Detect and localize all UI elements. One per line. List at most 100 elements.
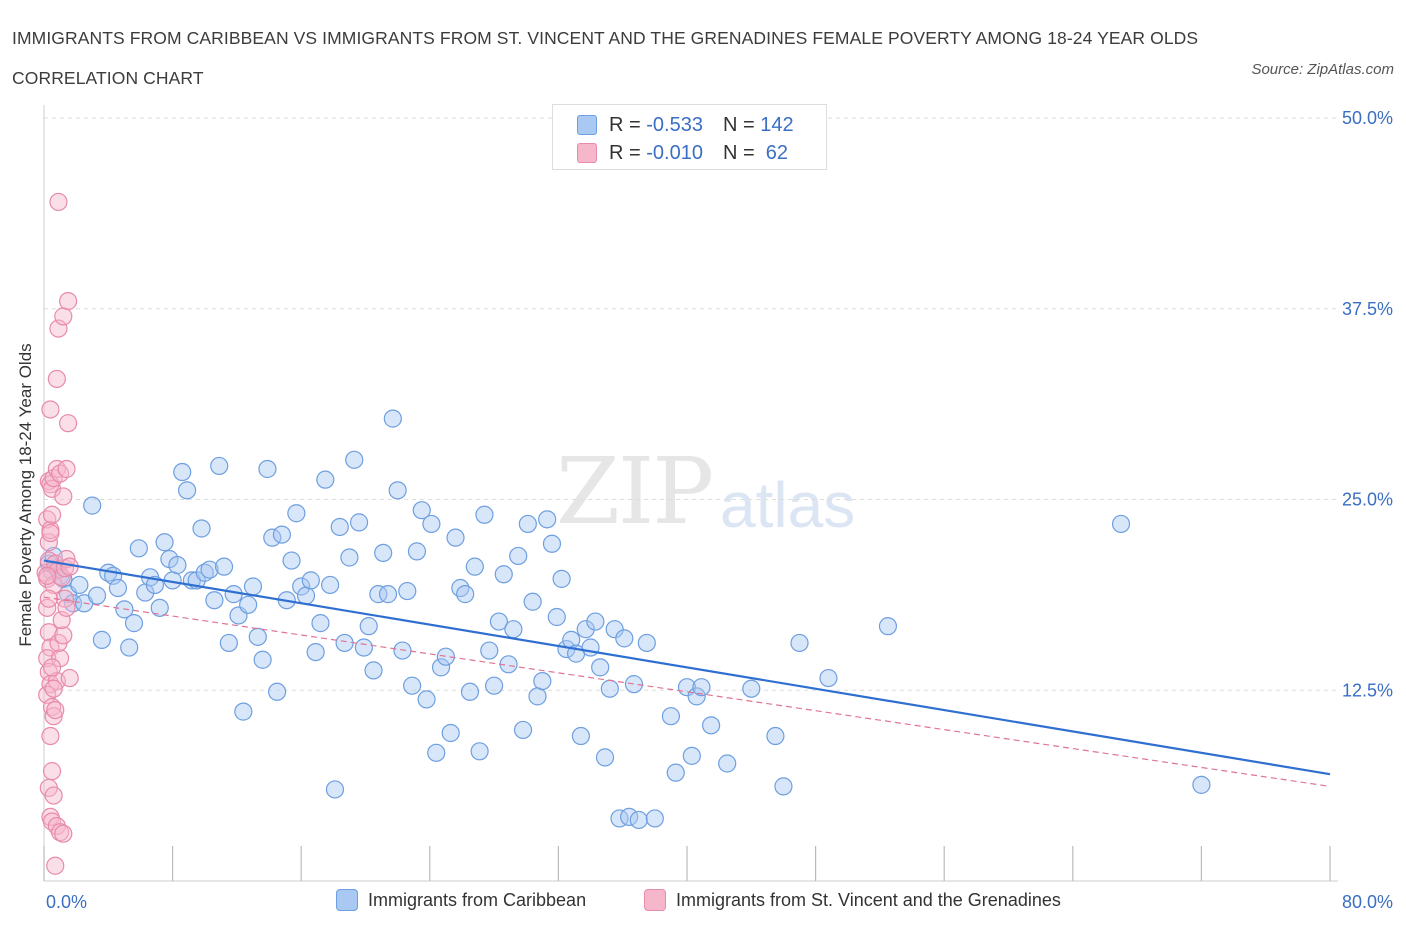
- caribbean-point: [345, 450, 364, 469]
- stvincent-point: [54, 626, 73, 645]
- caribbean-point: [325, 780, 345, 799]
- caribbean-point: [595, 748, 615, 767]
- stvincent-point: [47, 369, 66, 389]
- caribbean-point: [407, 542, 427, 561]
- stvincent-point: [44, 707, 63, 726]
- caribbean-point: [120, 638, 139, 657]
- caribbean-point: [470, 742, 489, 761]
- caribbean-point: [316, 470, 335, 489]
- caribbean-point: [1111, 514, 1131, 534]
- stvincent-point: [46, 700, 65, 720]
- caribbean-point: [451, 578, 470, 598]
- caribbean-point: [542, 534, 562, 553]
- caribbean-point: [692, 678, 711, 697]
- caribbean-point: [774, 777, 793, 796]
- caribbean-point: [513, 720, 533, 740]
- caribbean-point: [528, 687, 547, 706]
- legend-swatch-pink: [577, 143, 597, 163]
- caribbean-point: [173, 462, 192, 482]
- stvincent-point: [41, 400, 60, 419]
- legend-n-label-1: N =: [722, 113, 755, 136]
- caribbean-point: [340, 548, 359, 567]
- caribbean-point: [547, 607, 566, 627]
- caribbean-point: [586, 612, 605, 631]
- stvincent-point: [41, 523, 60, 543]
- watermark-atlas: atlas: [720, 469, 856, 541]
- legend-r-label-1: R =: [609, 113, 641, 136]
- caribbean-point: [509, 546, 528, 566]
- caribbean-point: [306, 642, 325, 662]
- caribbean-point: [403, 676, 422, 695]
- legend-n-value-1: 142: [760, 113, 794, 136]
- caribbean-point: [436, 647, 455, 666]
- caribbean-point: [422, 514, 441, 534]
- caribbean-point: [129, 539, 148, 558]
- stvincent-point: [44, 786, 63, 805]
- caribbean-point: [819, 668, 838, 688]
- caribbean-point: [282, 551, 301, 570]
- caribbean-point: [446, 528, 465, 547]
- bottom-legend-stvincent: Immigrants from St. Vincent and the Gren…: [644, 889, 1061, 911]
- caribbean-point: [124, 614, 144, 633]
- legend-n-value-2: 62: [760, 141, 789, 164]
- caribbean-point: [456, 585, 475, 604]
- caribbean-point: [485, 676, 504, 695]
- caribbean-point: [296, 586, 316, 605]
- caribbean-point: [504, 620, 523, 639]
- correlation-legend: R = -0.533 N = 142 R = -0.010 N = 62: [552, 104, 827, 170]
- stvincent-point: [42, 505, 62, 524]
- caribbean-point: [272, 525, 292, 544]
- caribbean-point: [878, 617, 898, 636]
- caribbean-point: [83, 496, 102, 515]
- legend-r-value-2: -0.010: [646, 141, 703, 164]
- watermark-zip: ZIP: [556, 438, 714, 545]
- caribbean-point: [287, 504, 306, 523]
- caribbean-point: [378, 585, 398, 604]
- caribbean-point: [301, 571, 320, 590]
- stvincent-point: [42, 762, 62, 781]
- legend-r-label-2: R =: [609, 141, 641, 164]
- stvincent-point: [44, 679, 63, 698]
- caribbean-point: [168, 556, 187, 575]
- legend-n-label-2: N =: [722, 141, 755, 164]
- caribbean-point: [311, 614, 330, 633]
- caribbean-point: [398, 581, 417, 601]
- bottom-legend-swatch-blue: [336, 889, 358, 911]
- caribbean-point: [1192, 775, 1211, 794]
- y-tick-label: 37.5%: [1342, 299, 1393, 319]
- stvincent-point: [59, 414, 78, 433]
- caribbean-point: [292, 577, 311, 596]
- caribbean-point: [92, 630, 111, 649]
- caribbean-point: [70, 575, 89, 595]
- stvincent-point: [59, 292, 78, 311]
- caribbean-trend-line: [43, 559, 1331, 776]
- caribbean-point: [431, 658, 451, 677]
- caribbean-point: [214, 557, 234, 576]
- caribbean-point: [766, 726, 785, 746]
- caribbean-point: [605, 620, 624, 639]
- caribbean-point: [321, 575, 340, 595]
- stvincent-point: [38, 649, 57, 668]
- caribbean-point: [205, 591, 224, 610]
- caribbean-point: [417, 690, 436, 709]
- stvincent-point: [54, 307, 73, 326]
- legend-r-value-1: -0.533: [646, 113, 703, 136]
- caribbean-point: [239, 595, 258, 614]
- stvincent-point: [38, 566, 57, 585]
- caribbean-point: [489, 612, 509, 631]
- chart-title: IMMIGRANTS FROM CARIBBEAN VS IMMIGRANTS …: [12, 28, 1199, 88]
- caribbean-point: [629, 810, 648, 830]
- legend-row-stvincent: R = -0.010 N = 62: [577, 141, 788, 165]
- caribbean-point: [383, 409, 402, 428]
- bottom-legend-swatch-pink: [644, 889, 666, 911]
- caribbean-point: [742, 679, 761, 698]
- caribbean-point: [243, 577, 263, 596]
- stvincent-point: [42, 658, 62, 677]
- caribbean-point: [571, 726, 591, 746]
- caribbean-point: [195, 563, 214, 582]
- stvincent-trend-line: [43, 596, 1331, 787]
- caribbean-point: [258, 459, 277, 479]
- caribbean-point: [523, 592, 542, 611]
- caribbean-point: [441, 723, 460, 743]
- caribbean-point: [210, 456, 229, 476]
